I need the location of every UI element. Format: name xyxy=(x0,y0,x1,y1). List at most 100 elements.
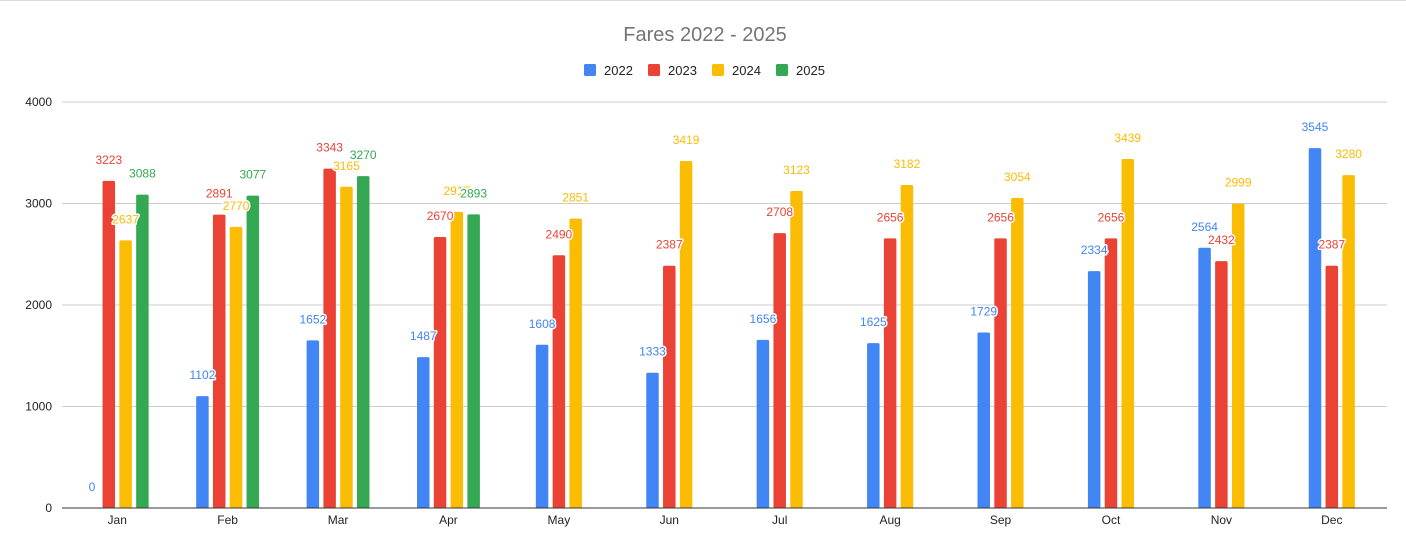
legend-label-2022[interactable]: 2022 xyxy=(604,63,633,78)
data-label-2024-Sep: 3054 xyxy=(1004,170,1031,184)
bar-2024-Dec[interactable] xyxy=(1342,175,1355,508)
bar-2024-Sep[interactable] xyxy=(1011,198,1024,509)
chart-title: Fares 2022 - 2025 xyxy=(623,24,786,46)
data-label-2022-Jun: 1333 xyxy=(639,345,666,359)
data-label-2023-Apr: 2670 xyxy=(427,209,454,223)
y-tick-label: 4000 xyxy=(25,95,52,109)
data-label-2025-Mar: 3270 xyxy=(350,148,377,162)
legend-swatch-2022[interactable] xyxy=(584,64,596,76)
bar-2023-Mar[interactable] xyxy=(323,168,336,509)
bar-2022-May[interactable] xyxy=(535,344,549,508)
x-axis: Jan Feb Mar Apr May Jun Jul Aug Sep Oct Nov Dec xyxy=(62,507,1387,527)
bar-2023-Sep[interactable] xyxy=(994,238,1007,508)
bar-2024-Mar[interactable] xyxy=(340,186,353,508)
data-label-2022-Mar: 1652 xyxy=(299,312,326,326)
legend-swatch-2025[interactable] xyxy=(776,64,788,76)
data-label-2022-Apr: 1487 xyxy=(410,329,437,343)
data-label-2024-Jan: 2637 xyxy=(112,212,139,226)
data-label-2025-Jan: 3088 xyxy=(129,167,156,181)
data-label-2024-Apr: 2917 xyxy=(444,184,471,198)
data-label-2022-Jul: 1656 xyxy=(750,312,777,326)
bar-2022-Nov[interactable] xyxy=(1198,247,1211,508)
legend-swatch-2024[interactable] xyxy=(712,64,724,76)
data-label-2022-Nov: 2564 xyxy=(1191,220,1218,234)
data-label-2024-Aug: 3182 xyxy=(894,157,921,171)
data-label-2024-Jul: 3123 xyxy=(783,163,810,177)
bar-2023-Jan[interactable] xyxy=(102,180,116,509)
bar-2022-Mar[interactable] xyxy=(306,340,320,508)
data-label-2023-Sep: 2656 xyxy=(987,210,1014,224)
bar-2022-Dec[interactable] xyxy=(1308,148,1322,508)
legend-swatch-2023[interactable] xyxy=(648,64,660,76)
data-label-2023-Jun: 2387 xyxy=(656,238,683,252)
bar-2022-Jun[interactable] xyxy=(646,372,659,508)
bar-2024-Feb[interactable] xyxy=(229,226,243,508)
legend-label-2024[interactable]: 2024 xyxy=(732,63,761,78)
data-label-2023-Mar: 3343 xyxy=(316,141,343,155)
data-label-2022-Dec: 3545 xyxy=(1302,120,1329,134)
data-label-2022-Feb: 1102 xyxy=(190,368,216,382)
bar-2023-Aug[interactable] xyxy=(883,238,897,508)
data-label-2024-Oct: 3439 xyxy=(1114,131,1141,145)
bar-2024-Nov[interactable] xyxy=(1231,203,1245,508)
bar-2023-Apr[interactable] xyxy=(433,236,447,508)
data-label-2023-Aug: 2656 xyxy=(877,210,904,224)
bar-2024-Jul[interactable] xyxy=(790,191,803,508)
bar-2022-Sep[interactable] xyxy=(977,332,990,508)
bar-2023-Feb[interactable] xyxy=(212,214,226,508)
x-tick-label: May xyxy=(548,513,571,527)
grid-lines xyxy=(62,101,1387,407)
bar-2024-Oct[interactable] xyxy=(1121,158,1135,508)
bar-2023-Jul[interactable] xyxy=(773,233,786,508)
bar-2024-Jan[interactable] xyxy=(119,240,132,509)
data-label-2024-May: 2851 xyxy=(562,191,589,205)
y-axis: 0 1000 2000 3000 4000 xyxy=(25,95,52,515)
bar-2025-Jan[interactable] xyxy=(136,194,149,508)
chart-legend: 2022 2023 2024 2025 xyxy=(584,63,825,78)
data-label-2024-Jun: 3419 xyxy=(673,133,700,147)
data-label-2024-Mar: 3165 xyxy=(333,159,360,173)
data-label-2023-Nov: 2432 xyxy=(1208,233,1235,247)
data-label-2023-May: 2490 xyxy=(546,227,573,241)
bar-2024-Jun[interactable] xyxy=(679,160,693,508)
bar-2022-Aug[interactable] xyxy=(867,343,880,508)
data-label-2022-May: 1608 xyxy=(529,317,556,331)
data-label-2023-Dec: 2387 xyxy=(1318,238,1345,252)
data-label-2025-Feb: 3077 xyxy=(239,168,266,182)
data-label-2022-Sep: 1729 xyxy=(970,305,997,319)
data-label-2024-Feb: 2770 xyxy=(223,199,250,213)
x-tick-label: Sep xyxy=(990,513,1012,527)
bar-2023-Dec[interactable] xyxy=(1325,265,1339,508)
data-label-2023-Jul: 2708 xyxy=(766,205,793,219)
x-tick-label: Mar xyxy=(328,513,349,527)
data-label-2022-Aug: 1625 xyxy=(860,315,887,329)
data-label-2022-Jan: 0 xyxy=(89,480,96,494)
data-label-2024-Nov: 2999 xyxy=(1225,176,1252,190)
bar-2022-Feb[interactable] xyxy=(196,396,209,508)
bar-2023-Jun[interactable] xyxy=(663,265,676,508)
legend-label-2025[interactable]: 2025 xyxy=(796,63,825,78)
bar-2023-May[interactable] xyxy=(552,255,566,508)
bar-2024-May[interactable] xyxy=(569,218,582,508)
y-tick-label: 0 xyxy=(45,501,52,515)
bar-2022-Oct[interactable] xyxy=(1087,271,1101,508)
bar-2024-Aug[interactable] xyxy=(900,185,914,509)
y-tick-label: 2000 xyxy=(25,298,52,312)
bar-2025-Mar[interactable] xyxy=(356,176,370,508)
bar-2024-Apr[interactable] xyxy=(450,211,464,508)
x-tick-label: Dec xyxy=(1321,513,1342,527)
bar-2023-Oct[interactable] xyxy=(1104,238,1118,508)
bar-2022-Jul[interactable] xyxy=(756,339,770,508)
x-tick-label: Nov xyxy=(1211,513,1232,527)
bar-2022-Apr[interactable] xyxy=(417,357,430,508)
x-tick-label: Jun xyxy=(660,513,679,527)
bar-2023-Nov[interactable] xyxy=(1215,261,1228,508)
x-tick-label: Jul xyxy=(772,513,787,527)
y-tick-label: 1000 xyxy=(25,400,52,414)
legend-label-2023[interactable]: 2023 xyxy=(668,63,697,78)
bar-2025-Feb[interactable] xyxy=(246,195,260,508)
bar-2025-Apr[interactable] xyxy=(467,214,480,508)
